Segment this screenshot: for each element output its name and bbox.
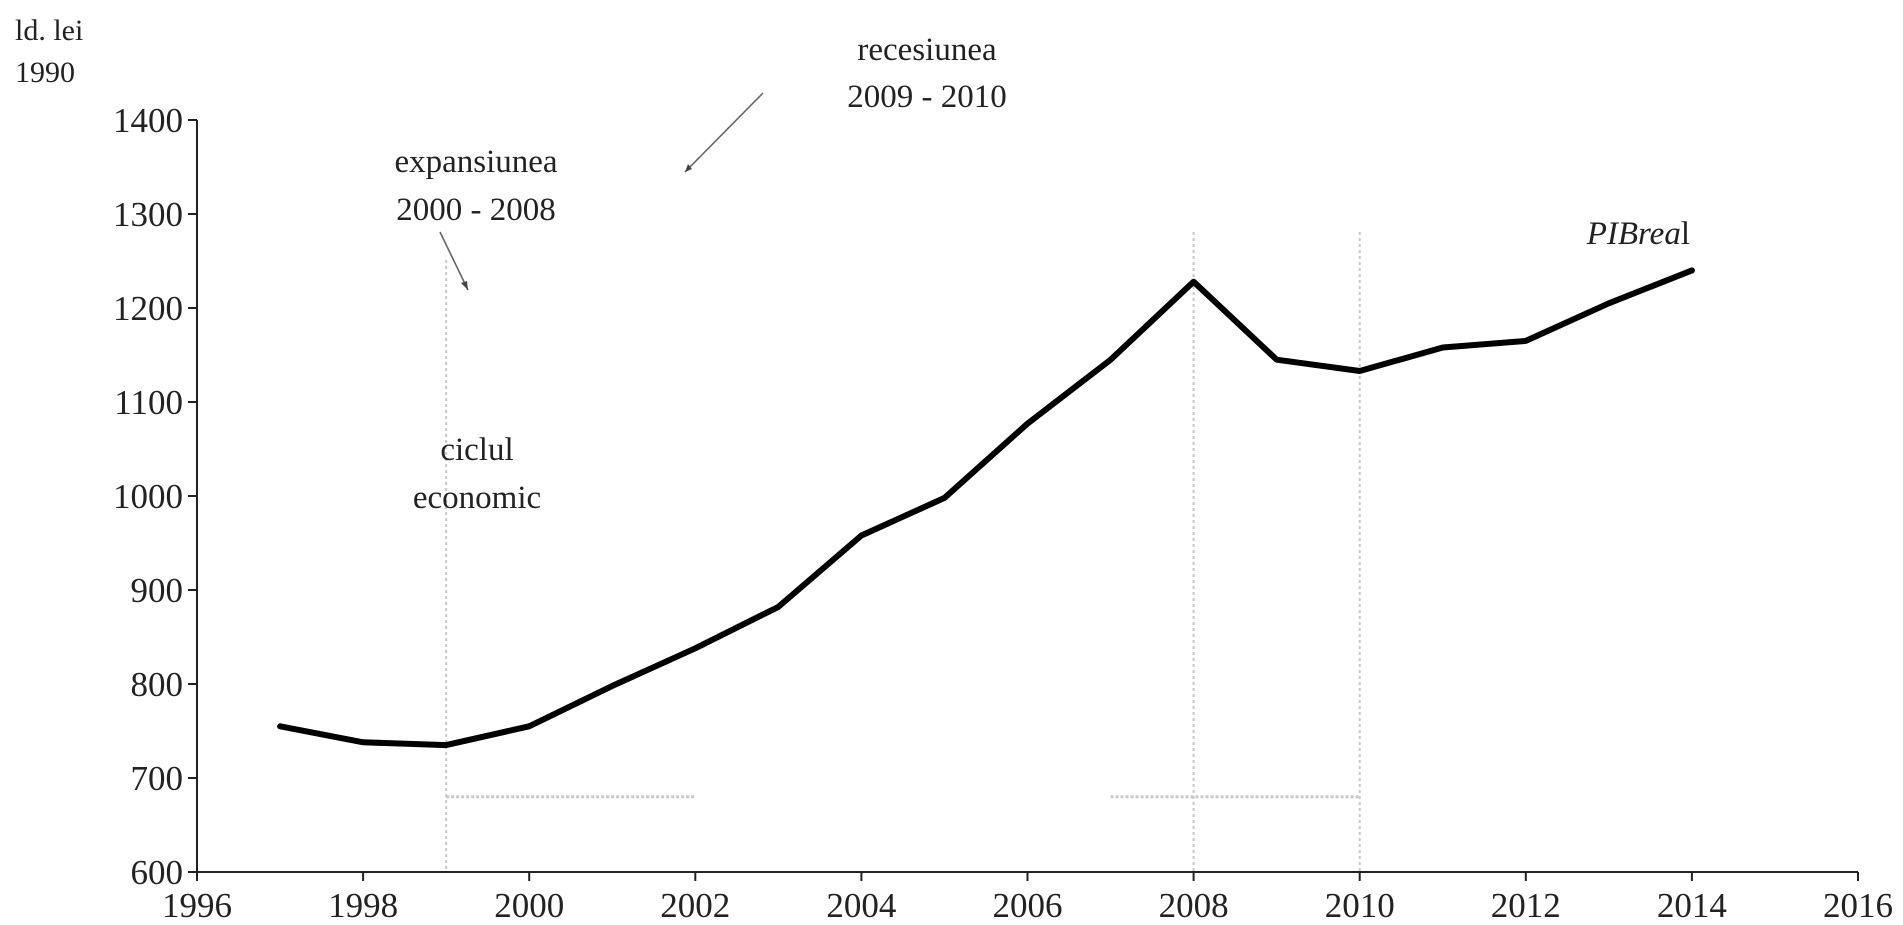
y-tick-label-600: 600 [131,853,184,892]
y-tick-label-1200: 1200 [113,289,183,328]
reference-guides [445,232,1361,872]
series-layer [277,267,1695,749]
annotation-arrows [439,92,764,291]
recession-arrowhead [685,164,692,172]
axis-ticks: 600 700 800 900 1000 1100 1200 1300 1400 1996 1998… [113,101,1893,925]
series-line-pibreal [277,267,1695,749]
cycle-annotation-line2: economic [413,480,541,516]
x-tick-label-2006: 2006 [993,886,1063,925]
y-unit-year-label: 1990 [15,56,75,89]
x-tick-label-2014: 2014 [1657,886,1727,925]
recession-annotation-line1: recesiunea [857,32,997,68]
series-label-suffix: l [1681,216,1690,252]
x-tick-label-2016: 2016 [1823,886,1893,925]
x-tick-label-2010: 2010 [1325,886,1395,925]
x-tick-label-2004: 2004 [826,886,896,925]
x-tick-label-2012: 2012 [1491,886,1561,925]
x-tick-label-2000: 2000 [494,886,564,925]
expansion-arrowhead [461,281,468,290]
y-tick-label-700: 700 [131,759,184,798]
x-tick-label-1996: 1996 [162,886,232,925]
x-tick-label-1998: 1998 [328,886,398,925]
series-label-pibreal: PIBreal [1586,216,1690,252]
cycle-annotation-line1: ciclul [440,432,513,468]
y-tick-label-1300: 1300 [113,195,183,234]
recession-arrow [684,92,764,173]
y-tick-label-900: 900 [131,571,184,610]
expansion-arrow [439,231,469,291]
y-tick-label-1100: 1100 [114,383,183,422]
expansion-annotation-line2: 2000 - 2008 [396,192,556,228]
x-tick-label-2008: 2008 [1159,886,1229,925]
x-tick-label-2002: 2002 [660,886,730,925]
expansion-annotation-line1: expansiunea [394,144,557,180]
y-tick-label-800: 800 [131,665,184,704]
recession-annotation-line2: 2009 - 2010 [847,79,1007,115]
series-label-italic: PIBrea [1586,216,1681,252]
y-unit-label: ld. lei [15,14,83,47]
y-tick-label-1000: 1000 [113,477,183,516]
y-tick-label-1400: 1400 [113,101,183,140]
